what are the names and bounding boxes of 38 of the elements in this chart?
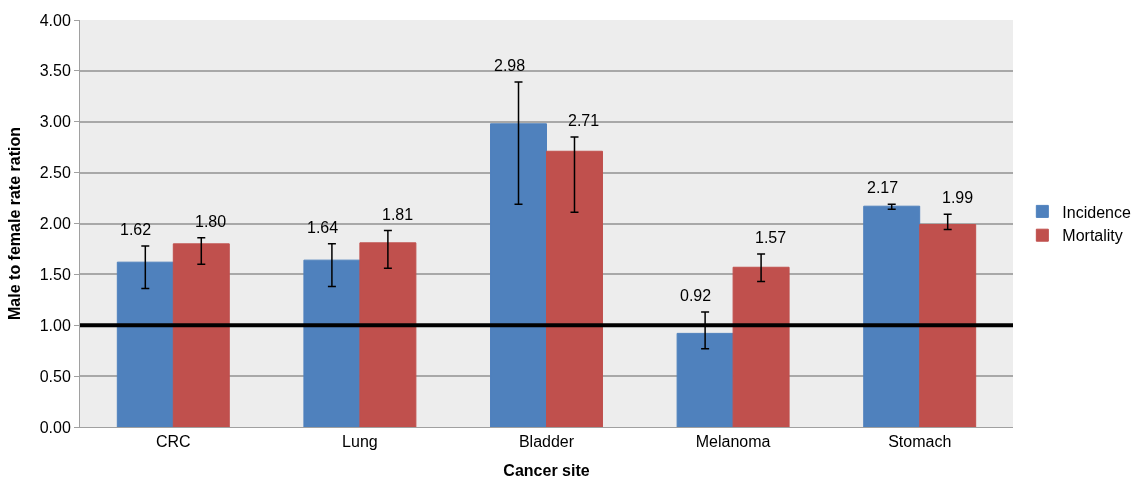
legend-label: Incidence	[1062, 203, 1131, 221]
bar	[546, 150, 603, 427]
y-tick-label: 3.50	[39, 62, 71, 80]
x-tick-label: Melanoma	[695, 433, 771, 451]
data-label: 1.99	[942, 189, 974, 206]
x-tick-label: CRC	[155, 433, 191, 451]
bar	[490, 123, 547, 427]
x-tick-label: Stomach	[888, 433, 952, 451]
bar	[732, 266, 790, 427]
bar	[863, 205, 921, 427]
bar	[303, 259, 361, 427]
y-tick-label: 1.50	[39, 265, 71, 283]
bar	[676, 332, 734, 427]
y-tick-label: 0.50	[39, 367, 71, 385]
bar	[359, 242, 417, 427]
y-tick-label: 1.00	[39, 316, 71, 334]
y-tick-label: 4.00	[39, 11, 71, 29]
bar	[116, 261, 174, 427]
x-tick-label: Bladder	[518, 433, 575, 451]
legend-label: Mortality	[1062, 227, 1123, 245]
y-tick-label: 3.00	[39, 113, 71, 131]
x-tick-label: Lung	[342, 433, 378, 451]
y-tick-label: 2.50	[39, 164, 71, 182]
bar	[919, 224, 977, 427]
data-label: 1.64	[307, 219, 339, 236]
data-label: 1.57	[755, 229, 787, 246]
y-tick-label: 0.00	[39, 418, 71, 436]
data-label: 1.62	[120, 221, 152, 238]
y-axis-title: Male to female rate ration	[5, 127, 23, 320]
data-label: 1.81	[382, 206, 414, 223]
data-label: 2.17	[867, 179, 899, 196]
y-tick-label: 2.00	[39, 215, 71, 233]
x-axis-title: Cancer site	[503, 461, 590, 479]
data-label: 2.71	[568, 112, 600, 129]
bar	[172, 243, 230, 427]
data-label: 1.80	[195, 213, 227, 230]
data-label: 2.98	[494, 57, 526, 74]
data-label: 0.92	[680, 287, 712, 304]
